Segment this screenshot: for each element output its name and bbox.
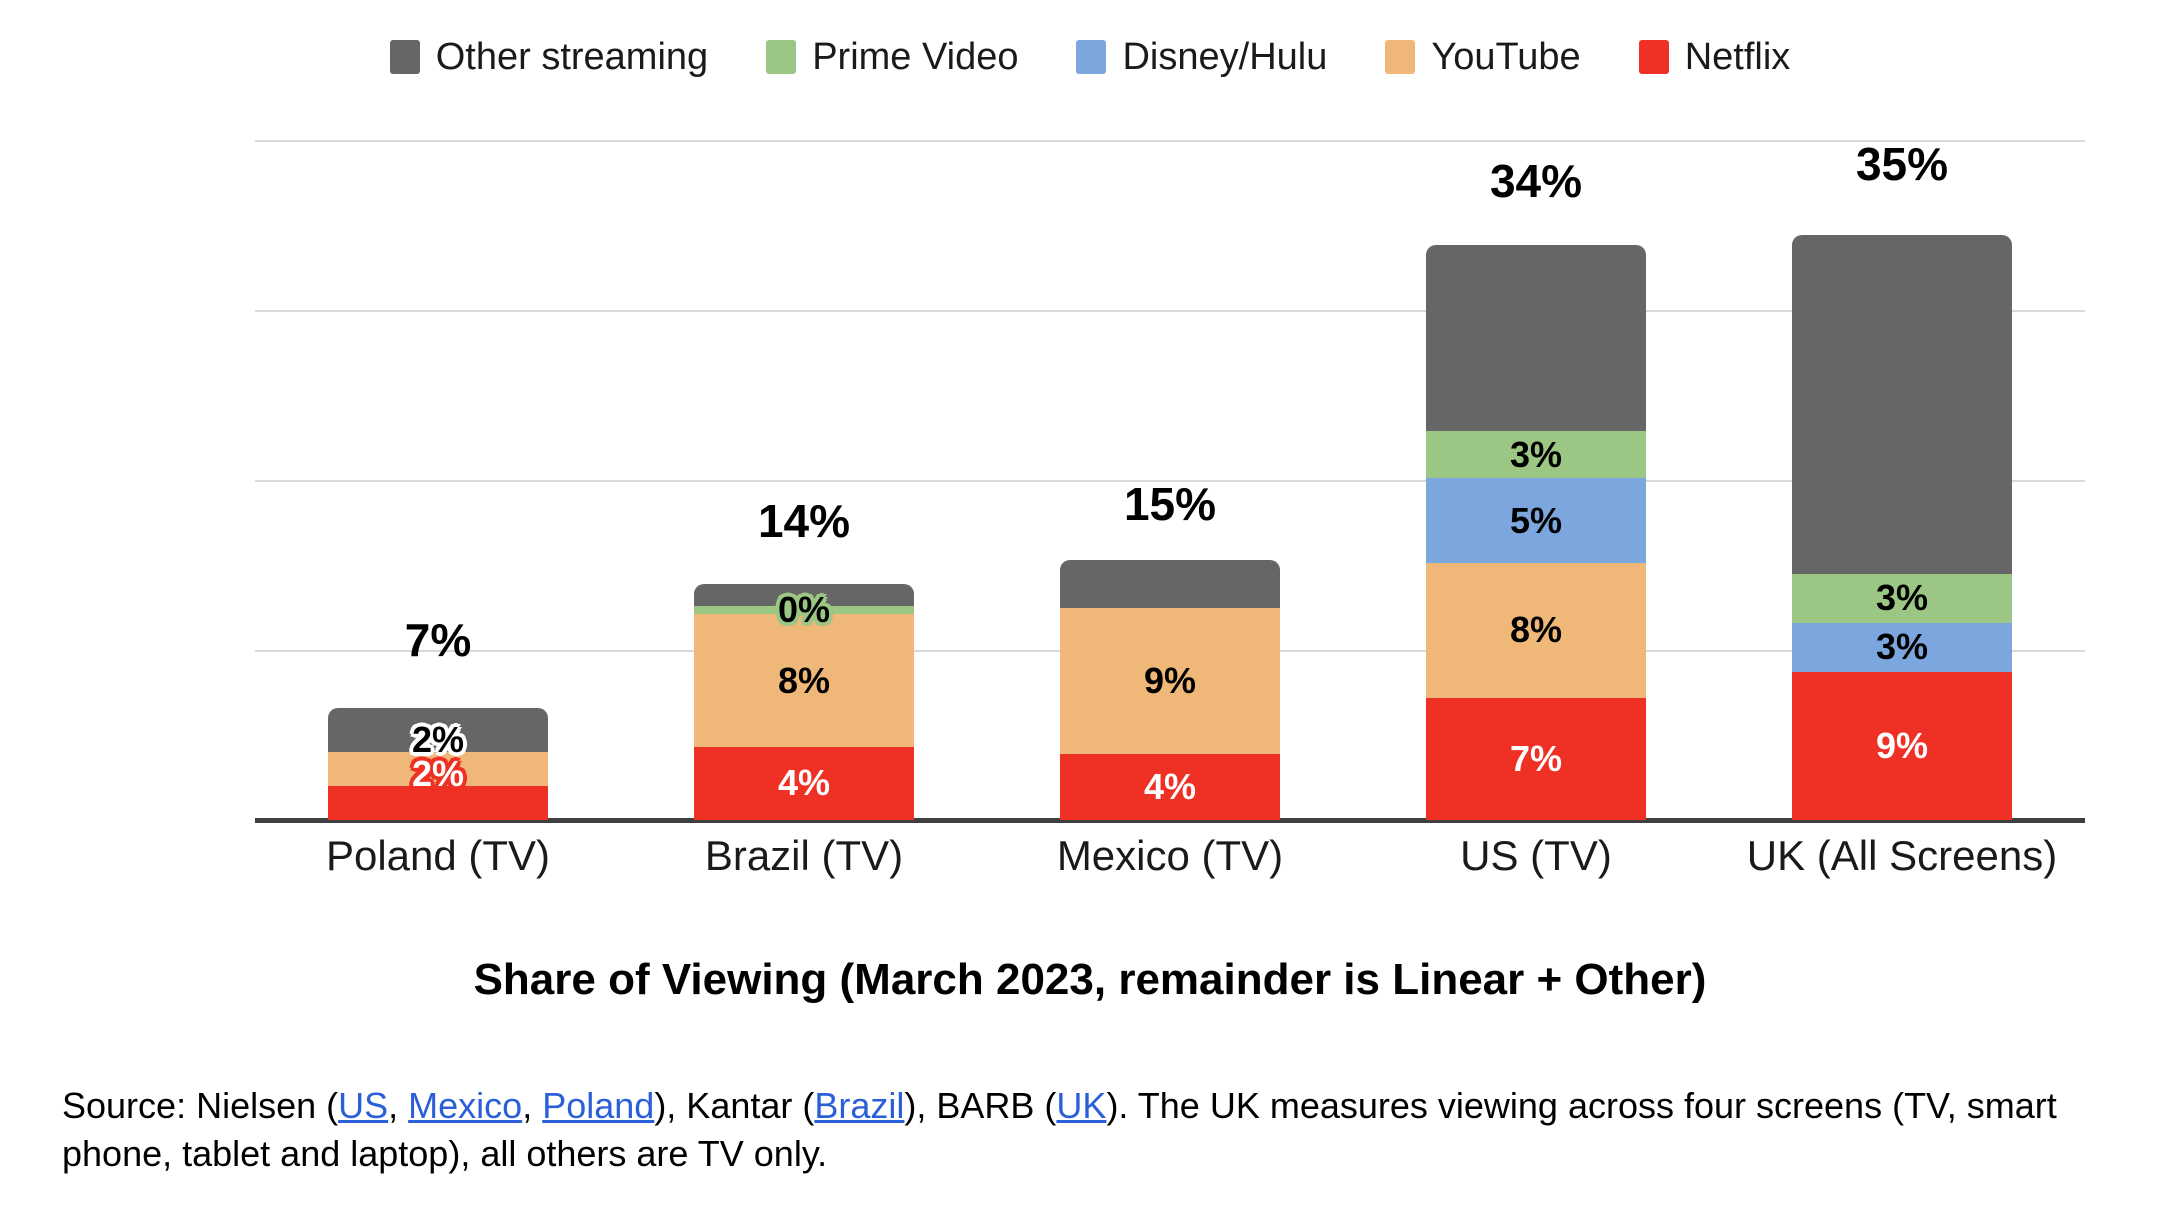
bar-segment[interactable]: 5% bbox=[1426, 478, 1646, 564]
gridline-30 bbox=[255, 310, 2085, 312]
legend-label-prime: Prime Video bbox=[812, 36, 1019, 78]
bar-segment[interactable]: 3% bbox=[1792, 573, 2012, 623]
bar-segment[interactable] bbox=[694, 583, 914, 606]
bar-segment[interactable]: 0% bbox=[694, 592, 914, 628]
legend-swatch-icon-netflix bbox=[1638, 40, 1669, 74]
chart-legend: Other streaming Prime Video Disney/Hulu You… bbox=[0, 38, 2180, 76]
source-mid-2: ), BARB ( bbox=[904, 1085, 1057, 1126]
bar-segment[interactable] bbox=[1792, 235, 2012, 574]
legend-item-other[interactable]: Other streaming bbox=[389, 36, 709, 78]
source-sep-2: , bbox=[522, 1085, 543, 1126]
bar-segment[interactable] bbox=[1060, 559, 1280, 608]
legend-label-youtube: YouTube bbox=[1431, 36, 1581, 78]
source-sep-1: , bbox=[388, 1085, 409, 1126]
bar-segment-value-label: 0% bbox=[777, 589, 831, 631]
bar-segment[interactable]: 4% bbox=[694, 746, 914, 820]
bar-total-label: 15% bbox=[1123, 478, 1217, 530]
legend-swatch-icon-youtube bbox=[1385, 40, 1416, 74]
bar-segment[interactable]: 7% bbox=[1426, 697, 1646, 820]
legend-label-disney: Disney/Hulu bbox=[1122, 36, 1328, 78]
source-link-poland[interactable]: Poland bbox=[542, 1085, 655, 1126]
bar-slot: 4% 8% 0% 14% bbox=[621, 140, 987, 820]
bar-slot: 7% 8% 5% 3% 34% bbox=[1353, 140, 1719, 820]
bar-stack[interactable]: 4% 9% bbox=[1060, 559, 1280, 820]
bar-segment-value-label: 7% bbox=[1509, 737, 1563, 779]
bar-segment-value-label: 5% bbox=[1509, 499, 1563, 541]
bar-slot: 4% 9% 15% bbox=[987, 140, 1353, 820]
gridline-40 bbox=[255, 140, 2085, 142]
bar-slot: 2% 2% 7% bbox=[255, 140, 621, 820]
source-note: Source: Nielsen (US, Mexico, Poland), Ka… bbox=[62, 1082, 2142, 1177]
bar-slot: 9% 3% 3% 35% bbox=[1719, 138, 2085, 820]
bar-segment-value-label: 3% bbox=[1875, 577, 1929, 619]
bar-total-label: 7% bbox=[404, 614, 472, 666]
source-link-brazil[interactable]: Brazil bbox=[814, 1085, 905, 1126]
x-axis-tick-1: Brazil (TV) bbox=[704, 832, 904, 879]
bar-segment-value-label: 9% bbox=[1875, 725, 1929, 767]
gridline-20 bbox=[255, 480, 2085, 482]
x-axis-tick-4: UK (All Screens) bbox=[1746, 832, 2058, 879]
bar-segment-value-label: 8% bbox=[777, 659, 831, 701]
legend-item-prime[interactable]: Prime Video bbox=[766, 38, 1018, 76]
x-axis-line bbox=[255, 818, 2085, 823]
bar-segment[interactable]: 9% bbox=[1060, 607, 1280, 754]
legend-label-other: Other streaming bbox=[435, 36, 709, 78]
bar-segment-value-label: 3% bbox=[1509, 433, 1563, 475]
source-link-mexico[interactable]: Mexico bbox=[408, 1085, 523, 1126]
chart-title: Share of Viewing (March 2023, remainder … bbox=[473, 955, 1707, 1004]
bar-segment[interactable]: 4% bbox=[1060, 753, 1280, 820]
bar-stack[interactable]: 7% 8% 5% 3% bbox=[1426, 245, 1646, 820]
source-prefix: Source: Nielsen ( bbox=[62, 1085, 339, 1126]
legend-swatch-icon-prime bbox=[766, 40, 797, 74]
bar-segment-value-label: 4% bbox=[1143, 765, 1197, 807]
bar-segment[interactable]: 2% bbox=[328, 756, 548, 820]
bar-segment-value-label: 2% bbox=[411, 753, 465, 794]
x-axis-tick-3: US (TV) bbox=[1460, 832, 1612, 879]
source-suffix: ). The UK measures viewing across four s… bbox=[62, 1085, 2057, 1174]
x-axis-tick-0: Poland (TV) bbox=[325, 832, 551, 879]
source-link-uk[interactable]: UK bbox=[1056, 1085, 1107, 1126]
bar-segment[interactable] bbox=[1426, 245, 1646, 431]
legend-swatch-icon-other bbox=[389, 40, 420, 74]
bar-segment-value-label: 8% bbox=[1509, 609, 1563, 651]
bar-segment[interactable]: 8% bbox=[1426, 563, 1646, 698]
x-axis-tick-2: Mexico (TV) bbox=[1056, 832, 1284, 879]
bar-total-label: 14% bbox=[757, 495, 851, 547]
bar-segment-value-label: 3% bbox=[1875, 626, 1929, 668]
bar-group: 2% 2% 7% 4% 8% 0% 14% 4% 9% 15% 7% 8% 5% 3% 34% 9% 3% 3% 3… bbox=[255, 138, 2085, 820]
bar-segment[interactable]: 3% bbox=[1792, 622, 2012, 673]
bar-total-label: 35% bbox=[1855, 138, 1949, 190]
bar-segment-value-label: 9% bbox=[1143, 659, 1197, 701]
legend-item-netflix[interactable]: Netflix bbox=[1638, 36, 1791, 78]
legend-swatch-icon-disney bbox=[1076, 40, 1107, 74]
legend-label-netflix: Netflix bbox=[1684, 36, 1791, 78]
bar-segment[interactable]: 8% bbox=[694, 614, 914, 747]
source-link-us[interactable]: US bbox=[338, 1085, 389, 1126]
source-mid-1: ), Kantar ( bbox=[654, 1085, 815, 1126]
bar-segment[interactable] bbox=[328, 707, 548, 752]
bar-segment[interactable]: 2% bbox=[328, 722, 548, 786]
x-axis-labels: Poland (TV) Brazil (TV) Mexico (TV) US (TV)… bbox=[255, 832, 2085, 880]
bar-segment-value-label: 2% bbox=[411, 719, 465, 760]
bar-total-label: 34% bbox=[1489, 155, 1583, 207]
bar-stack[interactable]: 9% 3% 3% bbox=[1792, 235, 2012, 820]
bar-segment[interactable]: 3% bbox=[1426, 430, 1646, 479]
bar-segment[interactable]: 9% bbox=[1792, 672, 2012, 820]
bar-segment-value-label: 4% bbox=[777, 762, 831, 804]
legend-item-disney[interactable]: Disney/Hulu bbox=[1076, 38, 1327, 76]
bar-stack[interactable]: 2% 2% bbox=[328, 707, 548, 820]
legend-item-youtube[interactable]: YouTube bbox=[1385, 36, 1581, 78]
bar-stack[interactable]: 4% 8% 0% bbox=[694, 583, 914, 820]
